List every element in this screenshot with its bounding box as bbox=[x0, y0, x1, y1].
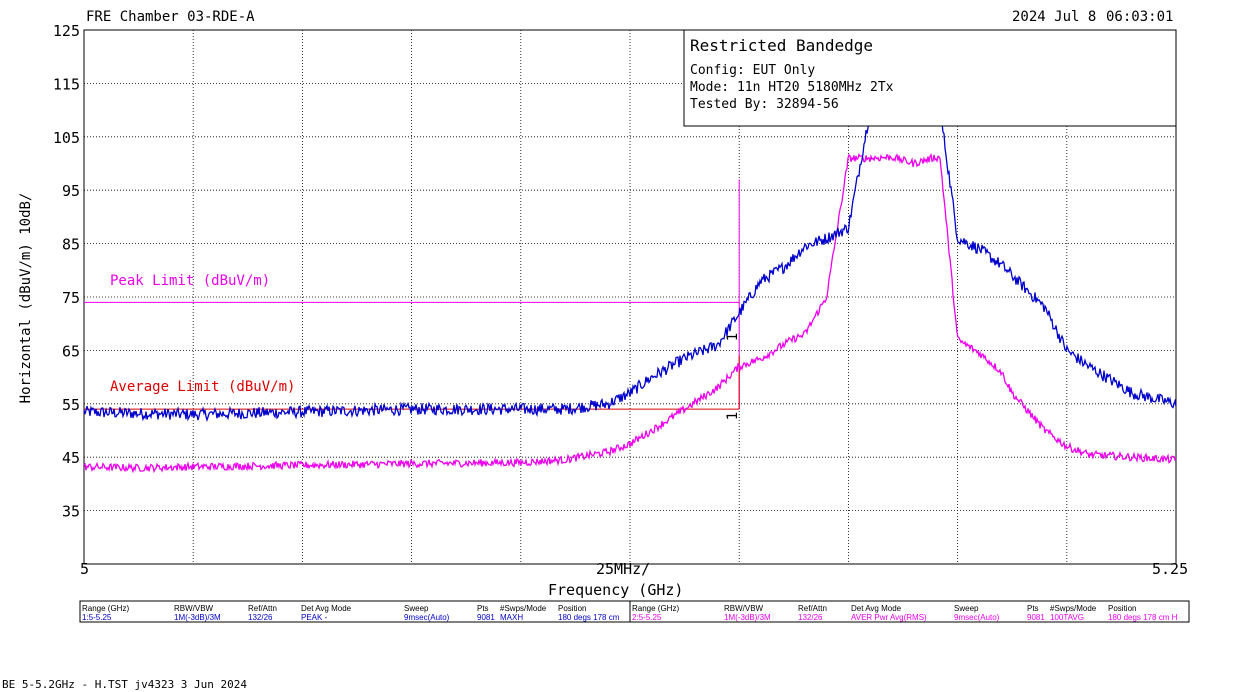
date-label: 2024 Jul 8 bbox=[1012, 9, 1096, 25]
table-cell: 1M(-3dB)/3M bbox=[724, 613, 771, 622]
table-cell: PEAK - bbox=[301, 613, 328, 622]
table-cell: 180 degs 178 cm H bbox=[1108, 613, 1178, 622]
info-box-mode: Mode: 11n HT20 5180MHz 2Tx bbox=[690, 80, 894, 95]
table-cell: 180 degs 178 cm bbox=[558, 613, 620, 622]
x-tick-center: 25MHz/ bbox=[596, 560, 650, 578]
table-cell: 9081 bbox=[477, 613, 495, 622]
y-tick-label: 75 bbox=[62, 289, 80, 307]
table-header: Ref/Attn bbox=[798, 604, 827, 613]
y-axis-label: Horizontal (dBuV/m) 10dB/ bbox=[18, 193, 34, 404]
average-limit-label: Average Limit (dBuV/m) bbox=[110, 379, 295, 395]
table-cell: 9msec(Auto) bbox=[404, 613, 450, 622]
table-cell: 132/26 bbox=[248, 613, 273, 622]
info-box bbox=[683, 29, 1177, 127]
chamber-title: FRE Chamber 03-RDE-A bbox=[86, 9, 255, 25]
table-header: Range (GHz) bbox=[632, 604, 679, 613]
x-tick-left: 5 bbox=[80, 560, 89, 578]
table-cell: 132/26 bbox=[798, 613, 823, 622]
table-header: #Swps/Mode bbox=[1050, 604, 1097, 613]
table-header: Sweep bbox=[954, 604, 979, 613]
table-header: Pts bbox=[1027, 604, 1039, 613]
table-header: RBW/VBW bbox=[174, 604, 214, 613]
table-cell: 9msec(Auto) bbox=[954, 613, 1000, 622]
y-tick-label: 45 bbox=[62, 449, 80, 467]
y-tick-label: 35 bbox=[62, 503, 80, 521]
y-tick-label: 115 bbox=[53, 75, 80, 93]
time-label: 06:03:01 bbox=[1106, 9, 1173, 25]
y-tick-label: 85 bbox=[62, 236, 80, 254]
settings-table bbox=[79, 600, 1190, 623]
y-tick-label: 65 bbox=[62, 342, 80, 360]
table-header: Pts bbox=[477, 604, 489, 613]
table-header: Sweep bbox=[404, 604, 429, 613]
settings-table-cells: Range (GHz) RBW/VBW Ref/Attn Det Avg Mode Sw… bbox=[82, 604, 1178, 622]
table-cell: 9081 bbox=[1027, 613, 1045, 622]
table-header: RBW/VBW bbox=[724, 604, 764, 613]
y-tick-label: 95 bbox=[62, 182, 80, 200]
table-header: #Swps/Mode bbox=[500, 604, 547, 613]
svg-text:1: 1 bbox=[725, 333, 741, 341]
table-cell: AVER Pwr Avg(RMS) bbox=[851, 613, 927, 622]
y-tick-labels: 125 115 105 95 85 75 65 55 45 35 bbox=[53, 22, 80, 521]
marker-lower: 1 bbox=[725, 412, 741, 420]
table-cell: 2:5-5.25 bbox=[632, 613, 662, 622]
x-axis-label: Frequency (GHz) bbox=[548, 581, 683, 599]
y-tick-label: 105 bbox=[53, 129, 80, 147]
svg-text:1: 1 bbox=[725, 412, 741, 420]
table-header: Ref/Attn bbox=[248, 604, 277, 613]
table-header: Position bbox=[558, 604, 586, 613]
peak-trace bbox=[83, 102, 1177, 423]
grid-lines bbox=[84, 30, 1176, 564]
table-header: Range (GHz) bbox=[82, 604, 129, 613]
table-cell: 1M(-3dB)/3M bbox=[174, 613, 221, 622]
footer-text: BE 5-5.2GHz - H.TST jv4323 3 Jun 2024 bbox=[2, 678, 247, 691]
y-tick-label: 125 bbox=[53, 22, 80, 40]
x-tick-right: 5.25 bbox=[1152, 560, 1188, 578]
average-trace bbox=[83, 153, 1177, 474]
table-header: Det Avg Mode bbox=[301, 604, 352, 613]
marker-upper: 1 bbox=[725, 333, 741, 341]
info-box-title: Restricted Bandedge bbox=[690, 36, 873, 55]
info-box-config: Config: EUT Only bbox=[690, 63, 815, 78]
table-header: Det Avg Mode bbox=[851, 604, 902, 613]
table-header: Position bbox=[1108, 604, 1136, 613]
peak-limit-label: Peak Limit (dBuV/m) bbox=[110, 273, 270, 289]
table-cell: 1:5-5.25 bbox=[82, 613, 112, 622]
table-cell: 100TAVG bbox=[1050, 613, 1084, 622]
y-tick-label: 55 bbox=[62, 396, 80, 414]
info-box-tested-by: Tested By: 32894-56 bbox=[690, 97, 839, 112]
table-cell: MAXH bbox=[500, 613, 523, 622]
